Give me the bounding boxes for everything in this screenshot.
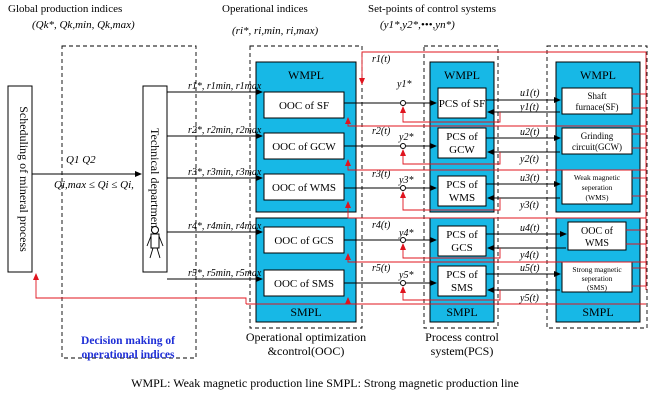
pcs-gcw-label-2: GCW [449, 144, 475, 156]
y1-setpoint: y1* [396, 79, 411, 90]
ooc-sms-block [263, 269, 345, 297]
r2-feedback: r2(t) [372, 126, 391, 137]
ooc-gcw-label: OOC of GCW [272, 141, 336, 153]
r1-indices: r1*, r1min, r1max [188, 81, 262, 92]
ooc-caption-2: &control(OOC) [268, 344, 345, 358]
pcs-sms-block [437, 265, 487, 297]
weak-magnetic-block [561, 169, 633, 205]
grinding-circuit-block [561, 127, 633, 155]
ooc-wms-label: OOC of WMS [272, 182, 336, 194]
scheduling-label: Scheduling of mineral process [17, 106, 31, 252]
scheduling-block [7, 85, 33, 273]
pcs-wms-block [437, 175, 487, 207]
pcs-wmpl-title: WMPL [444, 68, 480, 82]
pcs-sf-label: PCS of SF [439, 98, 485, 110]
shaft-furnace-label-2: furnace(SF) [576, 102, 619, 112]
shaft-furnace-block [561, 87, 633, 115]
header-global-indices: Global production indices [8, 3, 122, 15]
pcs-sf-block [437, 87, 487, 119]
r2-indices: r2*, r2min, r2max [188, 125, 262, 136]
r3-feedback: r3(t) [372, 169, 391, 180]
r3-indices: r3*, r3min, r3max [188, 167, 262, 178]
strong-magnetic-label-2: seperation [582, 274, 613, 283]
decision-making-caption-1: Decision making of [81, 335, 175, 347]
pcs-gcs-label-1: PCS of [446, 229, 478, 241]
r5-feedback: r5(t) [372, 263, 391, 274]
weak-magnetic-label-2: seperation [582, 183, 613, 192]
ooc-sf-block [263, 91, 345, 119]
process-wmpl-title: WMPL [580, 68, 616, 82]
pcs-gcw-label-1: PCS of [446, 131, 478, 143]
r4-indices: r4*, r4min, r4max [188, 221, 262, 232]
ooc-region [249, 45, 363, 329]
header-global-symbols: (Qk*, Qk,min, Qk,max) [32, 19, 135, 31]
operator-person-icon [146, 226, 164, 259]
y2-label: y2(t) [519, 154, 540, 165]
y1-label: y1(t) [519, 102, 540, 113]
pcs-smpl-title: SMPL [446, 305, 477, 319]
y2-setpoint: y2* [398, 132, 413, 143]
ooc-wmpl-title: WMPL [288, 68, 324, 82]
strong-magnetic-label-3: (SMS) [587, 283, 608, 292]
process-region [546, 45, 648, 329]
weak-magnetic-label-1: Weak magnetic [574, 173, 621, 182]
u2-label: u2(t) [520, 127, 540, 138]
ooc-smpl-title: SMPL [290, 305, 321, 319]
y4-label: y4(t) [519, 250, 540, 261]
ooc-wms-block [263, 173, 345, 201]
r5-indices: r5*, r5min, r5max [188, 268, 262, 279]
strong-magnetic-block [561, 261, 633, 293]
ooc-caption-1: Operational optimization [246, 330, 366, 344]
grinding-circuit-label-1: Grinding [581, 131, 614, 141]
ooc-sms-label: OOC of SMS [274, 278, 334, 290]
header-setpoints: Set-points of control systems [368, 3, 496, 15]
r1-feedback: r1(t) [372, 54, 391, 65]
decision-region [61, 45, 197, 359]
ooc-gcw-block [263, 132, 345, 160]
y4-setpoint: y4* [398, 228, 413, 239]
pcs-sms-label-2: SMS [451, 282, 473, 294]
legend-caption: WMPL: Weak magnetic production line SMPL… [131, 376, 519, 390]
pcs-caption-2: system(PCS) [431, 344, 494, 358]
header-operational-indices: Operational indices [222, 3, 308, 15]
y3-label: y3(t) [519, 200, 540, 211]
ooc-wms-process-label-2: WMS [585, 238, 609, 249]
strong-magnetic-label-1: Strong magnetic [572, 265, 622, 274]
pcs-wms-label-1: PCS of [446, 179, 478, 191]
shaft-furnace-label-1: Shaft [588, 91, 607, 101]
pcs-wms-label-2: WMS [449, 192, 475, 204]
ooc-gcs-label: OOC of GCS [274, 235, 333, 247]
u1-label: u1(t) [520, 88, 540, 99]
y5-label: y5(t) [519, 293, 540, 304]
weak-magnetic-label-3: (WMS) [586, 193, 609, 202]
technical-department-label: Technical department [148, 128, 162, 232]
u4-label: u4(t) [520, 223, 540, 234]
ooc-sf-label: OOC of SF [279, 100, 329, 112]
pcs-caption-1: Process control [425, 330, 499, 344]
pcs-gcw-block [437, 127, 487, 159]
pcs-sms-label-1: PCS of [446, 269, 478, 281]
pcs-region [423, 45, 499, 329]
decision-making-caption-2: operational indices [82, 349, 175, 361]
q-constraint-label: Qi,max ≤ Qi ≤ Qi, [54, 179, 134, 191]
header-setpoint-symbols: (y1*,y2*,•••,yn*) [380, 19, 455, 31]
q-flow-label: Q1 Q2 [66, 154, 96, 166]
u3-label: u3(t) [520, 173, 540, 184]
pcs-gcs-label-2: GCS [451, 242, 472, 254]
ooc-wms-process-label-1: OOC of [581, 226, 614, 237]
y5-setpoint: y5* [398, 270, 413, 281]
grinding-circuit-label-2: circuit(GCW) [572, 142, 622, 152]
header-operational-symbols: (ri*, ri,min, ri,max) [232, 25, 319, 37]
u5-label: u5(t) [520, 263, 540, 274]
ooc-wms-process-block [567, 221, 627, 251]
r4-feedback: r4(t) [372, 220, 391, 231]
process-smpl-title: SMPL [582, 305, 613, 319]
pcs-gcs-block [437, 225, 487, 257]
y3-setpoint: y3* [398, 175, 413, 186]
